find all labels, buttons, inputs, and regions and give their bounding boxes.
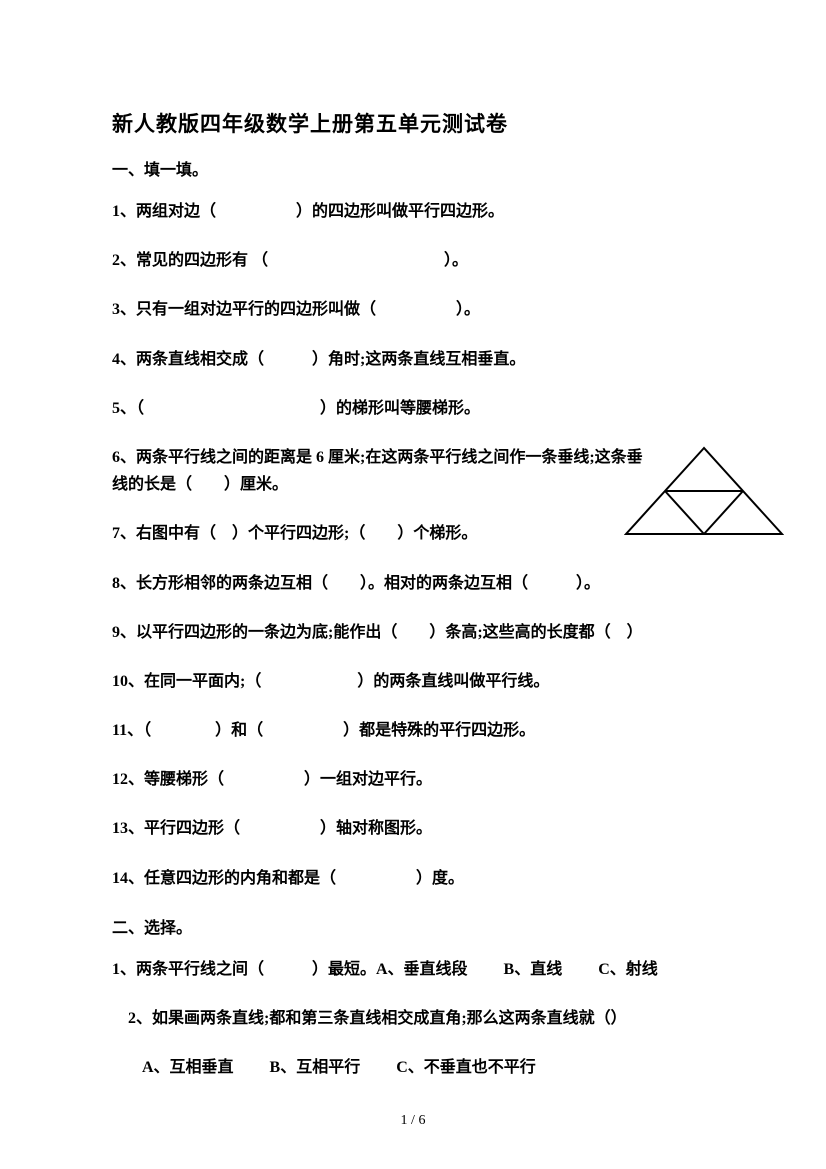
section1-header: 一、填一填。 — [112, 156, 714, 180]
question-1-2: 2、常见的四边形有 （ ）。 — [112, 247, 714, 274]
question-1-3: 3、只有一组对边平行的四边形叫做（ ）。 — [112, 296, 714, 323]
question-1-8: 8、长方形相邻的两条边互相（ ）。相对的两条边互相（ ）。 — [112, 570, 714, 597]
question-1-13: 13、平行四边形（ ）轴对称图形。 — [112, 815, 714, 842]
question-1-1: 1、两组对边（ ）的四边形叫做平行四边形。 — [112, 198, 714, 225]
page-number: 1 / 6 — [401, 1113, 426, 1129]
question-1-11: 11、（ ）和（ ）都是特殊的平行四边形。 — [112, 717, 714, 744]
question-2-1: 1、两条平行线之间（ ）最短。A、垂直线段 B、直线 C、射线 — [112, 956, 714, 983]
document-title: 新人教版四年级数学上册第五单元测试卷 — [112, 108, 714, 138]
question-1-4: 4、两条直线相交成（ ）角时;这两条直线互相垂直。 — [112, 346, 714, 373]
question-1-9: 9、以平行四边形的一条边为底;能作出（ ）条高;这些高的长度都（ ） — [112, 619, 714, 646]
triangle-diagram — [624, 446, 784, 536]
question-1-12: 12、等腰梯形（ ）一组对边平行。 — [112, 766, 714, 793]
question-1-14: 14、任意四边形的内角和都是（ ）度。 — [112, 865, 714, 892]
question-1-5: 5、（ ）的梯形叫等腰梯形。 — [112, 395, 714, 422]
section2-header: 二、选择。 — [112, 914, 714, 938]
question-2-2-options: A、互相垂直 B、互相平行 C、不垂直也不平行 — [112, 1054, 714, 1081]
question-1-10: 10、在同一平面内;（ ）的两条直线叫做平行线。 — [112, 668, 714, 695]
question-2-2: 2、如果画两条直线;都和第三条直线相交成直角;那么这两条直线就（） — [112, 1005, 714, 1032]
